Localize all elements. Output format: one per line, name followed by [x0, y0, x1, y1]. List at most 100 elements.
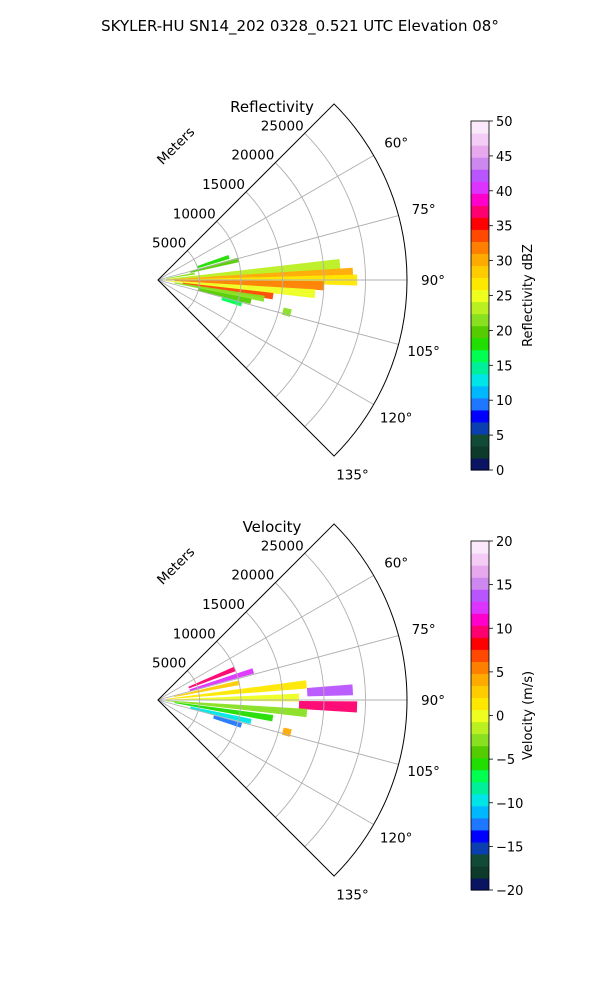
echo-cell	[213, 715, 243, 728]
colorbar-swatch	[471, 145, 489, 158]
colorbar-swatch	[471, 805, 489, 819]
colorbar-swatch	[471, 769, 489, 783]
azimuth-tick-label: 135°	[336, 467, 369, 483]
colorbar-tick-label: 45	[496, 150, 513, 165]
azimuth-spoke	[157, 699, 374, 825]
colorbar-tick-label: 0	[496, 464, 504, 479]
echo-cell	[197, 254, 230, 269]
range-tick-label: 20000	[231, 568, 274, 584]
azimuth-tick-label: 75°	[412, 202, 436, 218]
colorbar-tick-label: 35	[496, 220, 513, 235]
sector-frame	[157, 523, 408, 877]
echo-cell	[166, 700, 308, 718]
colorbar-swatch	[471, 757, 489, 771]
range-tick-label: 25000	[261, 538, 304, 554]
colorbar-swatch	[471, 841, 489, 855]
colorbar-swatch	[471, 217, 489, 230]
colorbar-tick-label: −5	[496, 753, 515, 768]
colorbar-swatch	[471, 589, 489, 602]
colorbar-swatch	[471, 169, 489, 182]
colorbar-swatch	[471, 637, 489, 650]
colorbar-tick-label: 5	[496, 429, 504, 444]
colorbar-tick-label: 0	[496, 710, 504, 725]
colorbar-swatch	[471, 409, 489, 423]
colorbar-swatch	[471, 181, 489, 194]
colorbar-label: Velocity (m/s)	[521, 671, 536, 760]
azimuth-tick-label: 75°	[412, 622, 436, 638]
azimuth-spoke	[157, 215, 399, 281]
colorbar-swatch	[471, 325, 489, 339]
colorbar-tick-label: 15	[496, 579, 513, 594]
colorbar-swatch	[471, 313, 489, 327]
colorbar-swatch	[471, 385, 489, 399]
colorbar-swatch	[471, 157, 489, 170]
colorbar-tick-label: −10	[496, 797, 523, 812]
colorbar-swatch	[471, 373, 489, 387]
colorbar-swatch	[471, 265, 489, 279]
colorbar-swatch	[471, 433, 489, 447]
colorbar-swatch	[471, 661, 489, 674]
colorbar-swatch	[471, 625, 489, 638]
colorbar-swatch	[471, 445, 489, 459]
range-tick-label: 5000	[152, 656, 186, 672]
echo-cell	[174, 282, 265, 302]
range-axis-label: Meters	[154, 544, 198, 588]
azimuth-tick-label: 120°	[380, 831, 413, 847]
echo-cell	[190, 706, 252, 725]
range-tick-label: 10000	[173, 626, 216, 642]
colorbar-tick-label: 20	[496, 535, 513, 550]
colorbar-swatch	[471, 133, 489, 146]
velocity-colorbar: −20 −15 −10 −5 0 5 10 15 20 Velocity (m/s)	[470, 535, 536, 899]
colorbar-swatch	[471, 817, 489, 831]
colorbar-swatch	[471, 565, 489, 578]
colorbar-swatch	[471, 709, 489, 723]
colorbar-swatch	[471, 457, 489, 471]
colorbar-swatch	[471, 349, 489, 363]
colorbar-swatch	[471, 601, 489, 614]
range-tick-label: 25000	[261, 118, 304, 134]
azimuth-tick-label: 105°	[407, 764, 440, 780]
colorbar-tick-label: 10	[496, 394, 513, 409]
echo-cell	[298, 700, 358, 713]
colorbar-swatch	[471, 337, 489, 351]
azimuth-spoke	[157, 575, 374, 701]
echo-cell	[188, 666, 236, 689]
colorbar-tick-label: 30	[496, 255, 513, 270]
azimuth-tick-label: 60°	[384, 556, 408, 572]
velocity-panel: Velocity 5000 10000 15000 20000 25000 Meters 60…	[152, 518, 445, 903]
chart-title: Velocity	[243, 518, 302, 536]
colorbar-tick-label: 50	[496, 115, 513, 130]
colorbar-swatch	[471, 781, 489, 795]
colorbar-tick-label: 40	[496, 185, 513, 200]
range-tick-label: 10000	[173, 206, 216, 222]
colorbar-swatch	[471, 301, 489, 315]
reflectivity-colorbar: 0 5 10 15 20 25 30 35 40 45 50 Reflectivity dBZ	[470, 115, 536, 479]
echo-cell	[174, 680, 240, 698]
colorbar-swatch	[471, 697, 489, 711]
colorbar-swatch	[471, 277, 489, 291]
azimuth-tick-label: 105°	[407, 344, 440, 360]
azimuth-spoke	[157, 155, 374, 281]
echo-cell	[166, 680, 307, 700]
azimuth-tick-label: 90°	[421, 693, 445, 709]
colorbar-swatch	[471, 541, 489, 554]
colorbar-swatch	[471, 553, 489, 566]
colorbar-swatch	[471, 745, 489, 759]
colorbar-swatch	[471, 229, 489, 242]
echo-cell	[281, 307, 292, 317]
echo-cell	[189, 668, 255, 692]
colorbar-swatch	[471, 685, 489, 699]
colorbar-swatch	[471, 121, 489, 134]
chart-title: Reflectivity	[230, 98, 314, 116]
sector-frame	[157, 103, 408, 457]
colorbar-tick-label: 5	[496, 666, 504, 681]
range-tick-label: 20000	[231, 148, 274, 164]
echo-cell	[166, 272, 195, 279]
echo-cell	[166, 259, 341, 280]
figure-suptitle: SKYLER-HU SN14_202 0328_0.521 UTC Elevat…	[101, 17, 499, 36]
azimuth-tick-label: 135°	[336, 887, 369, 903]
colorbar-tick-label: −20	[496, 884, 523, 899]
colorbar-swatch	[471, 853, 489, 867]
colorbar-swatch	[471, 733, 489, 747]
